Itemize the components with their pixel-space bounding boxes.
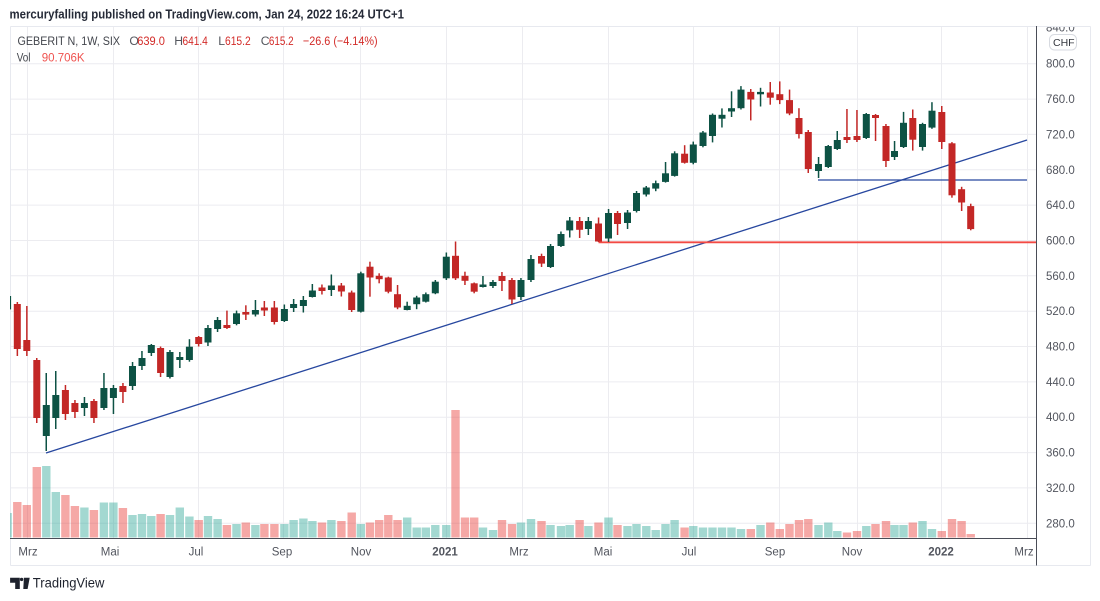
svg-text:−26.6 (−4.14%): −26.6 (−4.14%) (303, 34, 378, 48)
svg-text:520.0: 520.0 (1046, 306, 1075, 318)
svg-text:440.0: 440.0 (1046, 377, 1075, 389)
svg-text:840.0: 840.0 (1046, 23, 1075, 35)
svg-text:O: O (129, 34, 138, 48)
svg-text:400.0: 400.0 (1046, 412, 1075, 424)
svg-text:Jul: Jul (682, 547, 697, 559)
svg-text:90.706K: 90.706K (42, 50, 85, 64)
svg-text:641.4: 641.4 (183, 34, 208, 48)
svg-text:Mrz: Mrz (1014, 547, 1033, 559)
svg-text:mercuryfalling published on Tr: mercuryfalling published on TradingView.… (10, 8, 405, 22)
svg-text:Nov: Nov (842, 547, 863, 559)
svg-text:560.0: 560.0 (1046, 271, 1075, 283)
svg-text:Sep: Sep (765, 547, 785, 559)
svg-text:Jul: Jul (189, 547, 204, 559)
svg-text:615.2: 615.2 (225, 34, 251, 48)
svg-text:CHF: CHF (1053, 37, 1075, 49)
svg-text:360.0: 360.0 (1046, 448, 1075, 460)
svg-text:280.0: 280.0 (1046, 518, 1075, 530)
svg-text:639.0: 639.0 (137, 34, 165, 48)
svg-text:320.0: 320.0 (1046, 483, 1075, 495)
svg-text:615.2: 615.2 (269, 34, 294, 48)
svg-text:760.0: 760.0 (1046, 94, 1075, 106)
svg-text:800.0: 800.0 (1046, 59, 1075, 71)
svg-text:TradingView: TradingView (33, 576, 105, 591)
svg-text:C: C (261, 34, 270, 48)
svg-text:600.0: 600.0 (1046, 236, 1075, 248)
svg-text:Mrz: Mrz (509, 547, 528, 559)
svg-text:Vol: Vol (17, 50, 31, 64)
svg-text:680.0: 680.0 (1046, 165, 1075, 177)
svg-text:Mai: Mai (101, 547, 120, 559)
svg-text:2021: 2021 (432, 547, 458, 559)
svg-text:GEBERIT N, 1W, SIX: GEBERIT N, 1W, SIX (18, 34, 121, 48)
svg-text:640.0: 640.0 (1046, 200, 1075, 212)
svg-text:H: H (174, 34, 183, 48)
svg-text:720.0: 720.0 (1046, 129, 1075, 141)
svg-text:L: L (218, 34, 225, 48)
svg-text:480.0: 480.0 (1046, 342, 1075, 354)
svg-text:Mai: Mai (594, 547, 613, 559)
svg-text:Sep: Sep (272, 547, 292, 559)
svg-text:Nov: Nov (351, 547, 372, 559)
svg-text:Mrz: Mrz (18, 547, 37, 559)
svg-text:2022: 2022 (928, 547, 954, 559)
